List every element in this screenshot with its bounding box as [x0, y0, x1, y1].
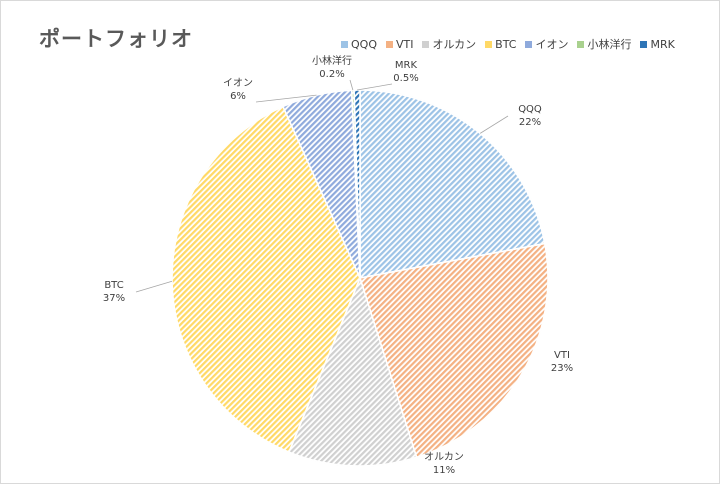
legend-swatch — [577, 40, 585, 48]
chart-title: ポートフォリオ — [39, 27, 193, 51]
data-label-value: 6% — [230, 91, 246, 102]
legend-item: VTI — [385, 36, 414, 52]
pie-slice-border — [359, 89, 546, 279]
data-label-category: イオン — [223, 77, 253, 89]
leader-line — [349, 79, 354, 91]
data-label-value: 37% — [103, 293, 125, 304]
legend-label: イオン — [535, 38, 569, 51]
legend-item: QQQ — [341, 36, 377, 52]
data-label-category: MRK — [395, 60, 418, 71]
data-label-value: 11% — [433, 465, 455, 476]
legend-item: MRK — [640, 36, 675, 52]
pie-slice-border — [171, 105, 361, 454]
legend-swatch — [640, 40, 648, 48]
data-label-category: QQQ — [518, 104, 542, 115]
legend-label: VTI — [395, 37, 414, 51]
legend-label: オルカン — [432, 38, 477, 51]
data-label-category: 小林洋行 — [312, 54, 352, 67]
legend: QQQ VTI オルカン BTC イオン 小林洋行 MRK — [341, 36, 675, 52]
data-label-value: 0.2% — [319, 69, 344, 80]
legend-label: BTC — [495, 37, 517, 51]
data-label-category: オルカン — [424, 451, 464, 463]
data-label-value: 22% — [519, 117, 541, 128]
legend-item: オルカン — [422, 36, 476, 52]
legend-swatch — [485, 40, 493, 48]
leader-line — [479, 115, 509, 134]
data-label-category: VTI — [554, 350, 570, 361]
pie-slice-border — [358, 242, 549, 459]
data-label-value: 0.5% — [393, 73, 418, 84]
legend-item: 小林洋行 — [577, 36, 631, 52]
data-label-value: 23% — [551, 363, 573, 374]
legend-swatch — [525, 40, 533, 48]
leader-line — [356, 83, 393, 91]
leader-line — [135, 280, 173, 293]
data-label-category: BTC — [104, 280, 123, 291]
legend-item: BTC — [485, 36, 516, 52]
leader-line — [255, 94, 317, 103]
legend-label: MRK — [650, 37, 675, 51]
legend-swatch — [422, 40, 430, 48]
legend-swatch — [385, 40, 393, 48]
pie-slice-border — [287, 275, 418, 467]
legend-item: イオン — [525, 36, 568, 52]
legend-label: QQQ — [351, 37, 377, 51]
legend-swatch — [341, 40, 348, 48]
legend-label: 小林洋行 — [587, 38, 632, 51]
